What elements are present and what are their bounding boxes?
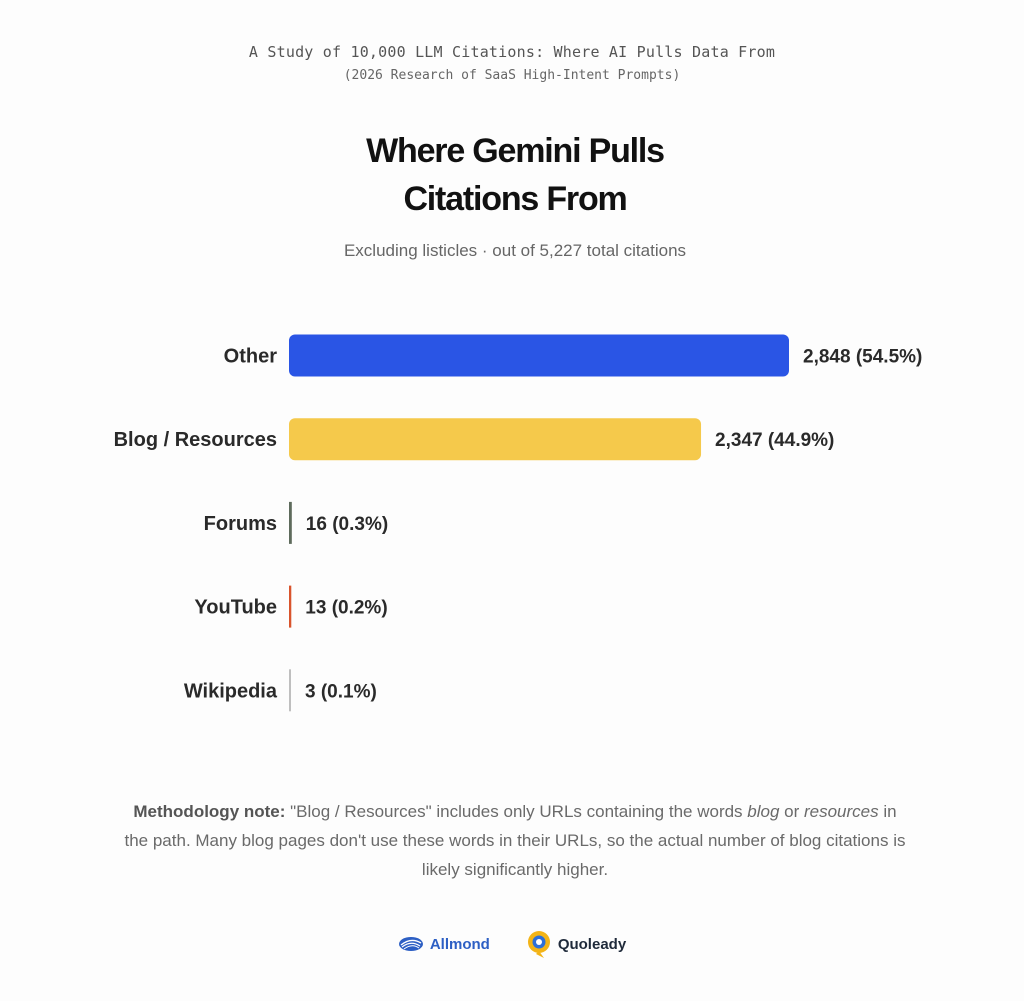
methodology-note-text-2: or xyxy=(779,802,804,821)
category-label-other: Other xyxy=(224,346,278,368)
quoleady-wordmark: Quoleady xyxy=(557,935,627,953)
allmond-wordmark: Allmond xyxy=(429,935,490,953)
chart-title-line-2: Citations From xyxy=(403,180,627,218)
value-label-forums: 16 (0.3%) xyxy=(306,514,388,535)
chart-title-line-1: Where Gemini Pulls xyxy=(366,132,665,170)
chart-subtitle: Excluding listicles · out of 5,227 total… xyxy=(343,241,687,260)
allmond-logo: Allmond xyxy=(398,935,490,953)
study-kicker: A Study of 10,000 LLM Citations: Where A… xyxy=(248,43,776,61)
methodology-note-text-1: "Blog / Resources" includes only URLs co… xyxy=(285,802,748,821)
methodology-note-em-blog: blog xyxy=(747,802,780,821)
value-label-wikipedia: 3 (0.1%) xyxy=(305,681,377,702)
quoleady-icon xyxy=(527,931,550,958)
bar-chart: Other 2,848 (54.5%) Blog / Resources 2,347 … xyxy=(114,334,922,712)
methodology-note: Methodology note: "Blog / Resources" inc… xyxy=(120,797,910,884)
bar-blog-resources xyxy=(289,418,702,461)
methodology-note-text-3: in the path. Many blog pages don't use t… xyxy=(124,802,906,879)
study-kicker-subtitle: (2026 Research of SaaS High-Intent Promp… xyxy=(343,68,681,83)
category-label-youtube: YouTube xyxy=(194,597,277,619)
category-label-forums: Forums xyxy=(204,513,277,535)
chart-title: Where Gemini Pulls Citations From xyxy=(0,127,1024,223)
category-label-blog-resources: Blog / Resources xyxy=(114,429,277,451)
bar-wikipedia xyxy=(289,669,291,712)
category-label-wikipedia: Wikipedia xyxy=(184,680,278,702)
bar-forums xyxy=(289,501,292,544)
bar-other xyxy=(289,334,789,377)
methodology-note-em-resources: resources xyxy=(803,802,879,821)
bar-youtube xyxy=(289,585,292,628)
value-label-youtube: 13 (0.2%) xyxy=(305,598,387,619)
methodology-note-label: Methodology note: xyxy=(133,802,286,821)
logo-row: Allmond Quoleady xyxy=(0,926,1024,962)
value-label-other: 2,848 (54.5%) xyxy=(803,347,922,368)
quoleady-logo: Quoleady xyxy=(526,929,626,959)
value-label-blog-resources: 2,347 (44.9%) xyxy=(715,430,834,451)
allmond-icon xyxy=(398,937,423,951)
